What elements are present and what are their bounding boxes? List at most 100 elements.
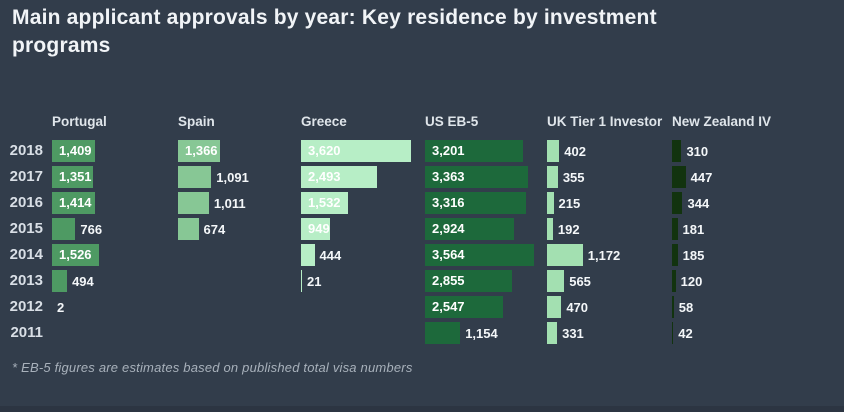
bar-cell: 470	[547, 296, 588, 318]
bar-cell: 3,620	[301, 140, 412, 162]
bar-cell: 1,172	[547, 244, 620, 266]
value-label: 447	[690, 169, 713, 185]
chart-title: Main applicant approvals by year: Key re…	[12, 6, 657, 57]
year-label-2012: 2012	[9, 298, 43, 315]
bar-cell: 3,363	[425, 166, 528, 188]
bar-cell: 344	[672, 192, 709, 214]
value-label: 1,532	[308, 195, 341, 210]
value-label: 1,409	[59, 143, 92, 158]
bar-cell: 1,154	[425, 322, 498, 344]
bar	[547, 140, 560, 162]
value-label: 2,855	[432, 273, 465, 288]
bar-cell: 447	[672, 166, 712, 188]
value-label: 2,493	[308, 169, 341, 184]
bar-cell: 494	[52, 270, 94, 292]
column-header-spain: Spain	[178, 114, 215, 129]
year-label-2018: 2018	[9, 142, 43, 159]
value-label: 674	[203, 221, 226, 237]
value-label: 1,091	[216, 169, 249, 185]
bar-cell: 21	[301, 270, 321, 292]
bar	[547, 244, 583, 266]
bar-cell: 215	[547, 192, 580, 214]
value-label: 1,172	[587, 247, 621, 263]
bar-cell: 2,493	[301, 166, 378, 188]
bar-cell: 3,201	[425, 140, 523, 162]
value-label: 3,564	[432, 247, 465, 262]
bar: 1,409	[52, 140, 95, 162]
year-label-2016: 2016	[9, 194, 43, 211]
bar-cell: 565	[547, 270, 591, 292]
value-label: 344	[687, 195, 710, 211]
bar-cell: 2,855	[425, 270, 513, 292]
bar: 1,414	[52, 192, 96, 214]
bar-cell: 1,366	[178, 140, 220, 162]
bar-cell: 2,924	[425, 218, 515, 240]
value-label: 3,316	[432, 195, 465, 210]
bar-cell: 192	[547, 218, 580, 240]
bar-cell: 1,409	[52, 140, 95, 162]
value-label: 2	[57, 299, 65, 315]
bar	[672, 244, 678, 266]
bar-cell: 310	[672, 140, 708, 162]
bar-cell: 1,414	[52, 192, 96, 214]
year-label-2015: 2015	[9, 220, 43, 237]
bar-cell: 402	[547, 140, 586, 162]
value-label: 58	[678, 299, 694, 315]
value-label: 1,154	[465, 325, 498, 341]
bar-cell: 1,011	[178, 192, 246, 214]
year-label-2017: 2017	[9, 168, 43, 185]
bar: 3,564	[425, 244, 534, 266]
value-label: 215	[558, 195, 581, 211]
value-label: 444	[319, 247, 342, 263]
value-label: 1,351	[59, 169, 92, 184]
column-header-portugal: Portugal	[52, 114, 107, 129]
year-label-2011: 2011	[10, 324, 43, 341]
value-label: 2,547	[432, 299, 465, 314]
bar	[425, 322, 461, 344]
value-label: 355	[562, 169, 585, 185]
value-label: 310	[686, 143, 709, 159]
bar	[178, 218, 199, 240]
value-label: 331	[562, 325, 584, 341]
bar-cell: 58	[672, 296, 693, 318]
bar-cell: 331	[547, 322, 584, 344]
year-label-2014: 2014	[9, 246, 43, 263]
value-label: 494	[72, 273, 94, 289]
value-label: 21	[307, 273, 322, 289]
bar: 2,924	[425, 218, 515, 240]
bar-cell: 1,091	[178, 166, 249, 188]
bar: 949	[301, 218, 330, 240]
bar	[672, 140, 682, 162]
bar	[672, 270, 676, 292]
value-label: 1,414	[59, 195, 92, 210]
column-header-uk-tier-1-investor: UK Tier 1 Investor	[547, 114, 663, 129]
bar	[672, 192, 683, 214]
value-label: 1,526	[59, 247, 92, 262]
bar-cell: 949	[301, 218, 330, 240]
value-label: 3,363	[432, 169, 465, 184]
bar: 3,620	[301, 140, 412, 162]
bar: 1,532	[301, 192, 348, 214]
bar	[301, 244, 315, 266]
bar-cell: 3,564	[425, 244, 534, 266]
column-header-us-eb-5: US EB-5	[425, 114, 479, 129]
bar	[52, 218, 76, 240]
bar: 3,201	[425, 140, 523, 162]
bar-cell: 3,316	[425, 192, 527, 214]
bar	[672, 296, 674, 318]
bar-cell: 1,351	[52, 166, 94, 188]
bar	[672, 218, 678, 240]
value-label: 2,924	[432, 221, 465, 236]
value-label: 181	[682, 221, 705, 237]
bar: 1,366	[178, 140, 220, 162]
value-label: 3,620	[308, 143, 341, 158]
bar: 1,526	[52, 244, 99, 266]
bar-cell: 1,532	[301, 192, 348, 214]
bar: 3,316	[425, 192, 527, 214]
bar	[547, 218, 553, 240]
bar-cell: 674	[178, 218, 225, 240]
value-label: 120	[680, 273, 703, 289]
value-label: 1,366	[185, 143, 218, 158]
bar: 3,363	[425, 166, 528, 188]
